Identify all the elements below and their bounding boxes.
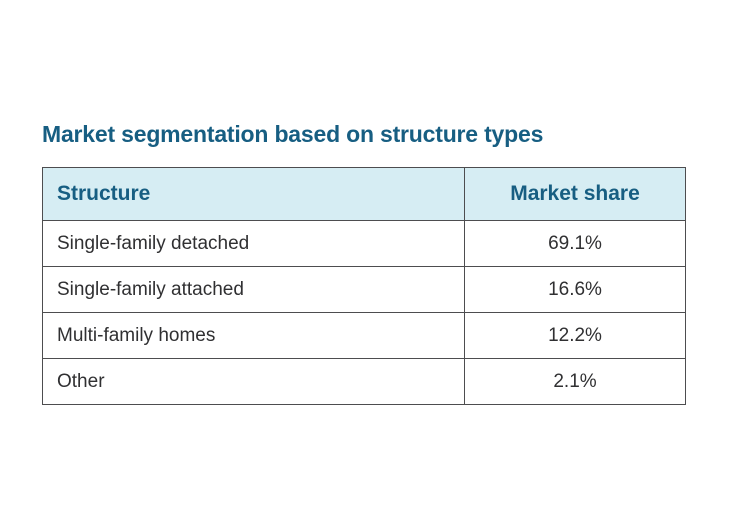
table-row: Single-family attached 16.6% [42,266,686,313]
table-header-row: Structure Market share [42,167,686,221]
page-title: Market segmentation based on structure t… [42,121,544,147]
column-header-structure: Structure [42,167,465,221]
market-share-cell: 12.2% [464,312,686,359]
table-row: Multi-family homes 12.2% [42,312,686,359]
market-share-cell: 69.1% [464,220,686,267]
table-row: Other 2.1% [42,358,686,405]
structure-cell: Multi-family homes [42,312,465,359]
table-row: Single-family detached 69.1% [42,220,686,267]
column-header-market-share: Market share [464,167,686,221]
market-share-cell: 16.6% [464,266,686,313]
structure-cell: Other [42,358,465,405]
market-segmentation-table: Structure Market share Single-family det… [42,167,686,405]
structure-cell: Single-family detached [42,220,465,267]
market-segmentation-section: Market segmentation based on structure t… [42,121,686,405]
structure-cell: Single-family attached [42,266,465,313]
market-share-cell: 2.1% [464,358,686,405]
